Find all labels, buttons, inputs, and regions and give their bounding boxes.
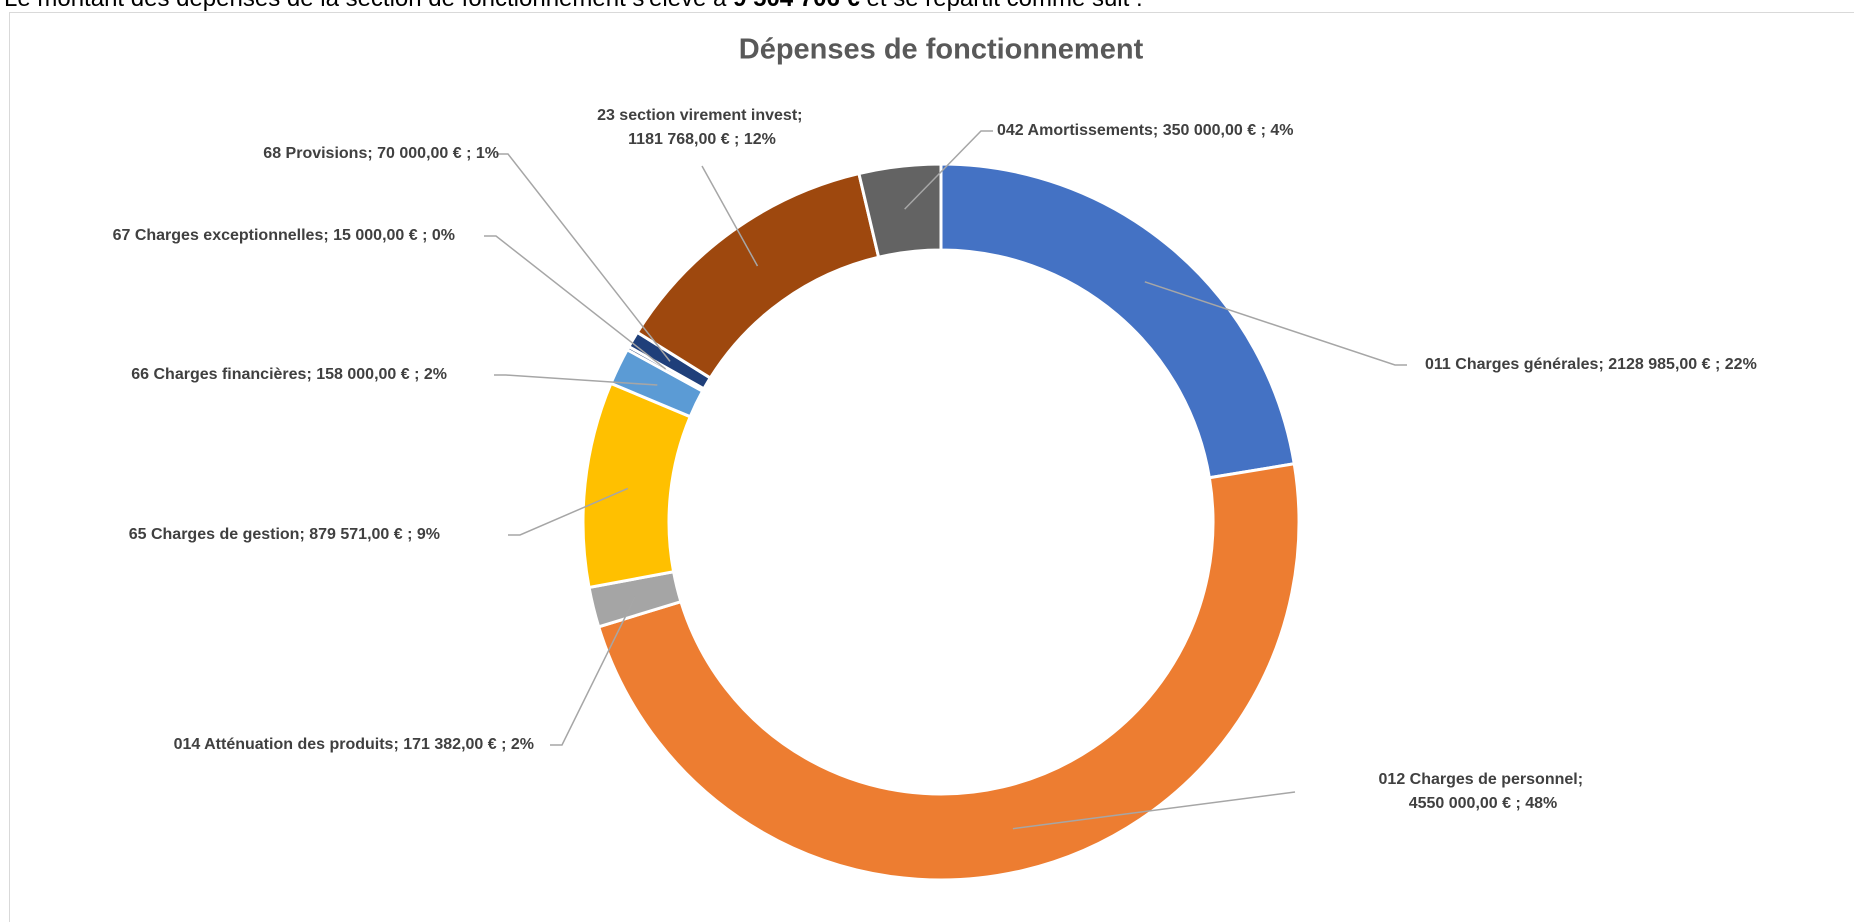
header-part: et se répartit comme suit : [860, 0, 1143, 12]
header-part: Le montant des dépenses de la section de… [4, 0, 733, 12]
category-name: 67 Charges exceptionnelles [113, 227, 324, 244]
percent-label: 22% [1725, 356, 1757, 373]
category-name: 65 Charges de gestion [129, 526, 300, 543]
percent-label: 48% [1525, 795, 1557, 812]
value-label: 1181 768,00 € [628, 131, 730, 148]
data-label: 012 Charges de personnel; 4550 000,00 € … [1379, 771, 1588, 812]
value-label: 70 000,00 € [377, 145, 462, 162]
value-label: 171 382,00 € [403, 736, 497, 753]
percent-label: 9% [417, 526, 440, 543]
chart-title: Dépenses de fonctionnement [739, 34, 1144, 66]
separator: ; [462, 145, 476, 162]
category-name: 014 Atténuation des produits [174, 736, 394, 753]
slice [581, 381, 693, 590]
leader-line [496, 153, 671, 362]
leader-line [508, 487, 629, 536]
separator: ; [1511, 795, 1525, 812]
separator: ; [367, 145, 377, 162]
separator: ; [410, 366, 424, 383]
separator: ; [418, 227, 432, 244]
data-label: 66 Charges financières; 158 000,00 € ; 2… [131, 366, 447, 383]
leader-line [904, 130, 993, 210]
category-name: 012 Charges de personnel [1379, 771, 1578, 788]
leader-line [484, 235, 667, 370]
data-label: 68 Provisions; 70 000,00 € ; 1% [263, 145, 499, 162]
percent-label: 4% [1270, 122, 1293, 139]
data-label: 65 Charges de gestion; 879 571,00 € ; 9% [129, 526, 440, 543]
percent-label: 12% [744, 131, 776, 148]
percent-label: 2% [511, 736, 534, 753]
leader-line [494, 374, 658, 386]
data-label: 011 Charges générales; 2128 985,00 € ; 2… [1425, 356, 1757, 373]
separator: ; [323, 227, 333, 244]
leader-line [1144, 281, 1407, 366]
separator: ; [306, 366, 316, 383]
leader-line [550, 596, 636, 746]
percent-label: 1% [476, 145, 499, 162]
separator: ; [403, 526, 417, 543]
separator: ; [1578, 771, 1588, 788]
category-name: 68 Provisions [263, 145, 367, 162]
category-name: 042 Amortissements [997, 122, 1153, 139]
separator: ; [1153, 122, 1163, 139]
chart-border [9, 12, 1854, 922]
header-text: Le montant des dépenses de la section de… [4, 0, 1143, 12]
percent-label: 0% [432, 227, 455, 244]
data-label: 23 section virement invest; 1181 768,00 … [597, 107, 807, 148]
header-total: 9 504 706 € [733, 0, 860, 12]
category-name: 23 section virement invest [597, 107, 798, 124]
separator: ; [393, 736, 403, 753]
data-label: 014 Atténuation des produits; 171 382,00… [174, 736, 534, 753]
labels: 011 Charges générales; 2128 985,00 € ; 2… [113, 107, 1757, 830]
value-label: 15 000,00 € [333, 227, 418, 244]
value-label: 350 000,00 € [1163, 122, 1257, 139]
separator: ; [730, 131, 744, 148]
leader-line [701, 165, 759, 267]
value-label: 4550 000,00 € [1409, 795, 1511, 812]
separator: ; [497, 736, 511, 753]
slice [635, 171, 881, 380]
leader-line [1012, 791, 1296, 830]
data-label: 67 Charges exceptionnelles; 15 000,00 € … [113, 227, 455, 244]
value-label: 879 571,00 € [309, 526, 403, 543]
slice [596, 462, 1301, 882]
value-label: 158 000,00 € [316, 366, 410, 383]
slices [581, 162, 1301, 882]
data-label: 042 Amortissements; 350 000,00 € ; 4% [997, 122, 1293, 139]
separator: ; [1256, 122, 1270, 139]
separator: ; [797, 107, 807, 124]
slice [857, 162, 943, 260]
category-name: 011 Charges générales [1425, 356, 1599, 373]
category-name: 66 Charges financières [131, 366, 306, 383]
separator: ; [1711, 356, 1725, 373]
separator: ; [299, 526, 309, 543]
value-label: 2128 985,00 € [1608, 356, 1710, 373]
slice [939, 162, 1296, 480]
percent-label: 2% [424, 366, 447, 383]
separator: ; [1598, 356, 1608, 373]
